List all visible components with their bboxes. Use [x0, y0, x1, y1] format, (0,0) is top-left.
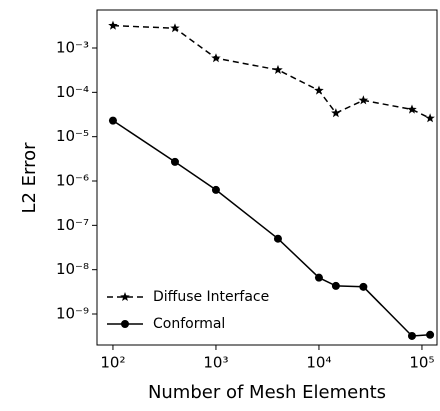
x-tick-label: 10⁵ [409, 354, 434, 372]
marker [211, 185, 220, 194]
marker [211, 53, 221, 63]
x-axis-label: Number of Mesh Elements [148, 382, 386, 403]
x-tick-label: 10³ [203, 354, 228, 372]
marker [108, 116, 117, 125]
marker [358, 95, 369, 105]
marker [314, 85, 324, 95]
x-tick-label: 10² [100, 354, 125, 372]
plot-frame [96, 9, 438, 346]
y-tick-label: 10⁻⁵ [56, 127, 89, 145]
y-tick-label: 10⁻⁷ [56, 216, 89, 234]
marker [314, 273, 323, 282]
marker [170, 157, 179, 166]
marker [407, 331, 416, 340]
x-tick-label: 10⁴ [306, 354, 331, 372]
marker [331, 108, 341, 118]
marker [425, 113, 435, 123]
legend-marker [121, 320, 129, 328]
y-tick-label: 10⁻⁸ [56, 260, 89, 278]
series-line [112, 24, 431, 119]
marker [426, 330, 435, 339]
marker [273, 234, 282, 243]
y-tick-label: 10⁻³ [56, 39, 89, 57]
marker [108, 20, 118, 30]
legend-label: Diffuse Interface [153, 289, 269, 305]
y-tick-label: 10⁻⁶ [56, 172, 89, 190]
marker [273, 64, 283, 74]
y-tick-label: 10⁻⁴ [56, 83, 89, 101]
y-axis-label: L2 Error [19, 142, 40, 214]
legend-label: Conformal [153, 316, 225, 332]
y-tick-label: 10⁻⁹ [56, 305, 89, 323]
legend-marker [120, 292, 130, 301]
marker [407, 104, 417, 114]
marker [359, 282, 368, 291]
marker [170, 23, 180, 33]
marker [331, 281, 340, 290]
